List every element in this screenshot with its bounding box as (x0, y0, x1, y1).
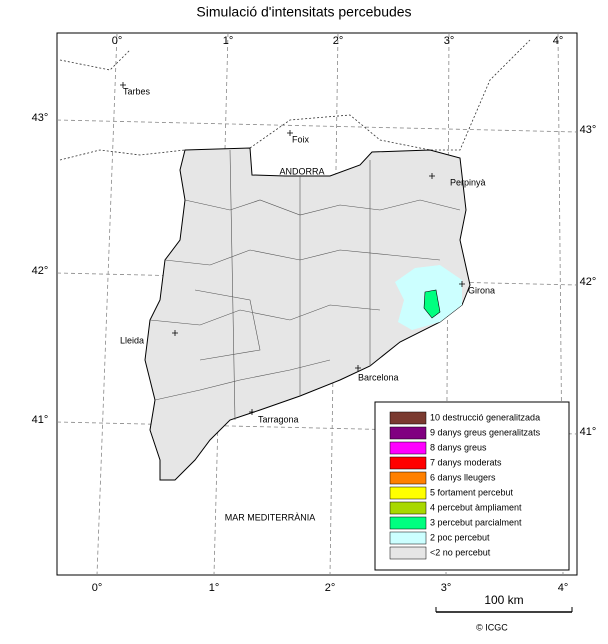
place-label: Tarragona (258, 414, 299, 424)
lat-label: 41° (580, 426, 597, 438)
lon-label: 2° (325, 582, 336, 594)
legend-label: 3 percebut parcialment (430, 517, 522, 527)
place-marker (120, 82, 126, 88)
lat-label: 42° (32, 265, 49, 277)
legend-label: 10 destrucció generalitzada (430, 412, 540, 422)
place-label: MAR MEDITERRÀNIA (225, 512, 316, 522)
legend-swatch (389, 456, 427, 470)
lon-label: 0° (112, 35, 123, 47)
lat-label: 42° (580, 276, 597, 288)
lon-label: 4° (553, 35, 564, 47)
scale-label: 100 km (484, 593, 523, 607)
place-marker (249, 409, 255, 415)
legend-swatch (389, 486, 427, 500)
legend-label: 6 danys lleugers (430, 472, 496, 482)
legend-label: 7 danys moderats (430, 457, 502, 467)
lat-label: 41° (32, 414, 49, 426)
place-marker (355, 365, 361, 371)
legend-swatch (389, 441, 427, 455)
legend-swatch (389, 411, 427, 425)
place-label: Perpinyà (450, 177, 486, 187)
title: Simulació d'intensitats percebudes (196, 4, 411, 20)
place-label: Tarbes (123, 86, 151, 96)
legend-label: 2 poc percebut (430, 532, 490, 542)
lon-label: 1° (209, 582, 220, 594)
place-label: Barcelona (358, 372, 399, 382)
place-label: ANDORRA (279, 166, 324, 176)
legend-swatch (389, 501, 427, 515)
legend: 10 destrucció generalitzada 9 danys greus… (374, 401, 570, 571)
borders (59, 39, 531, 161)
lon-label: 1° (223, 35, 234, 47)
legend-swatch (389, 546, 427, 560)
legend-swatch (389, 516, 427, 530)
credit: © ICGC (476, 622, 508, 632)
comarca-lines (149, 149, 461, 421)
legend-swatch (389, 471, 427, 485)
lon-label: 2° (333, 35, 344, 47)
legend-label: 8 danys greus (430, 442, 487, 452)
legend-label: 4 percebut àmpliament (430, 502, 522, 512)
lon-label: 4° (558, 582, 569, 594)
legend-label: 5 fortament percebut (430, 487, 514, 497)
place-label: Girona (468, 285, 495, 295)
lat-label: 43° (580, 124, 597, 136)
intensity-3 (423, 289, 441, 319)
place-marker (287, 130, 293, 136)
legend-swatch (389, 426, 427, 440)
place-label: Lleida (120, 335, 144, 345)
legend-label: 9 danys greus generalitzats (430, 427, 541, 437)
legend-label: <2 no percebut (430, 547, 491, 557)
lon-label: 3° (444, 35, 455, 47)
legend-swatch (389, 531, 427, 545)
place-marker (429, 173, 435, 179)
lat-label: 43° (32, 112, 49, 124)
lon-label: 3° (441, 582, 452, 594)
place-marker (172, 330, 178, 336)
place-label: Foix (292, 134, 310, 144)
place-marker (459, 281, 465, 287)
lon-label: 0° (92, 582, 103, 594)
